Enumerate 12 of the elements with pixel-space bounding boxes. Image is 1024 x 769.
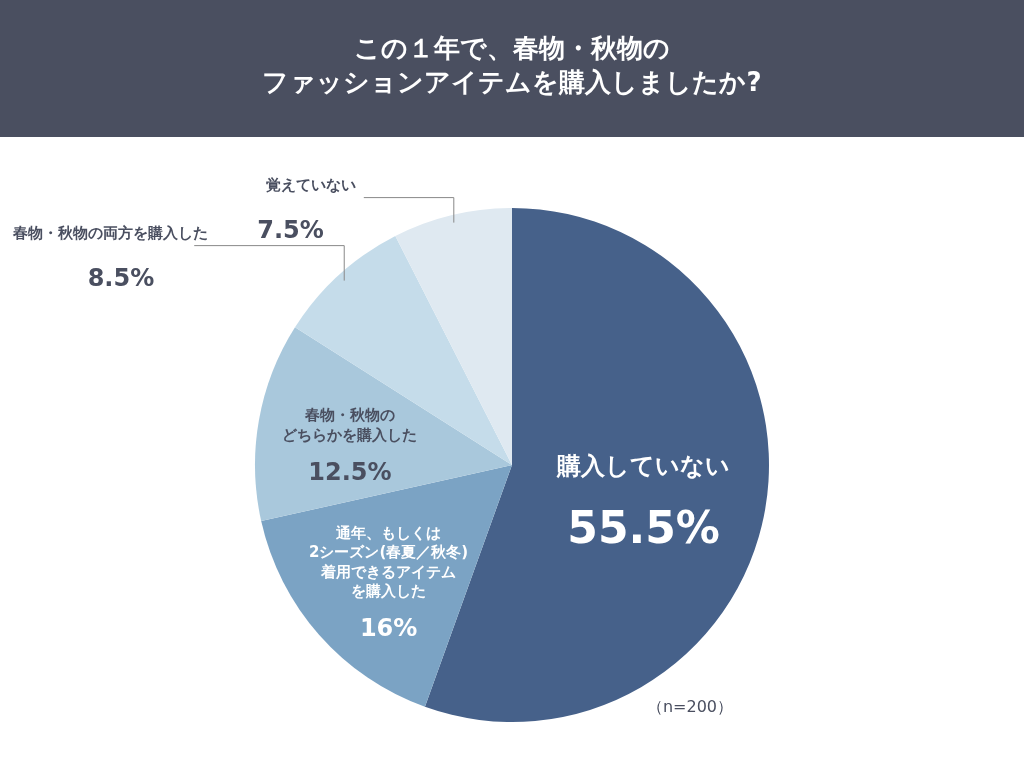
value: 7.5%: [257, 215, 324, 244]
title: この１年で、春物・秋物のファッションアイテムを購入しましたか?: [262, 33, 762, 97]
category: 春物・秋物のどちらかを購入した: [282, 406, 418, 444]
category: 覚えていない: [265, 175, 356, 194]
value: 55.5%: [567, 502, 720, 553]
value: 12.5%: [308, 457, 392, 486]
category: 春物・秋物の両方を購入した: [13, 223, 208, 242]
value: 16%: [359, 614, 418, 643]
annotation: （n=200）: [646, 697, 734, 716]
category: 通年、もしくは2シーズン(春夏／秋冬)着用できるアイテムを購入した: [309, 523, 469, 601]
value: 8.5%: [87, 263, 155, 292]
category: 購入していない: [557, 452, 731, 481]
